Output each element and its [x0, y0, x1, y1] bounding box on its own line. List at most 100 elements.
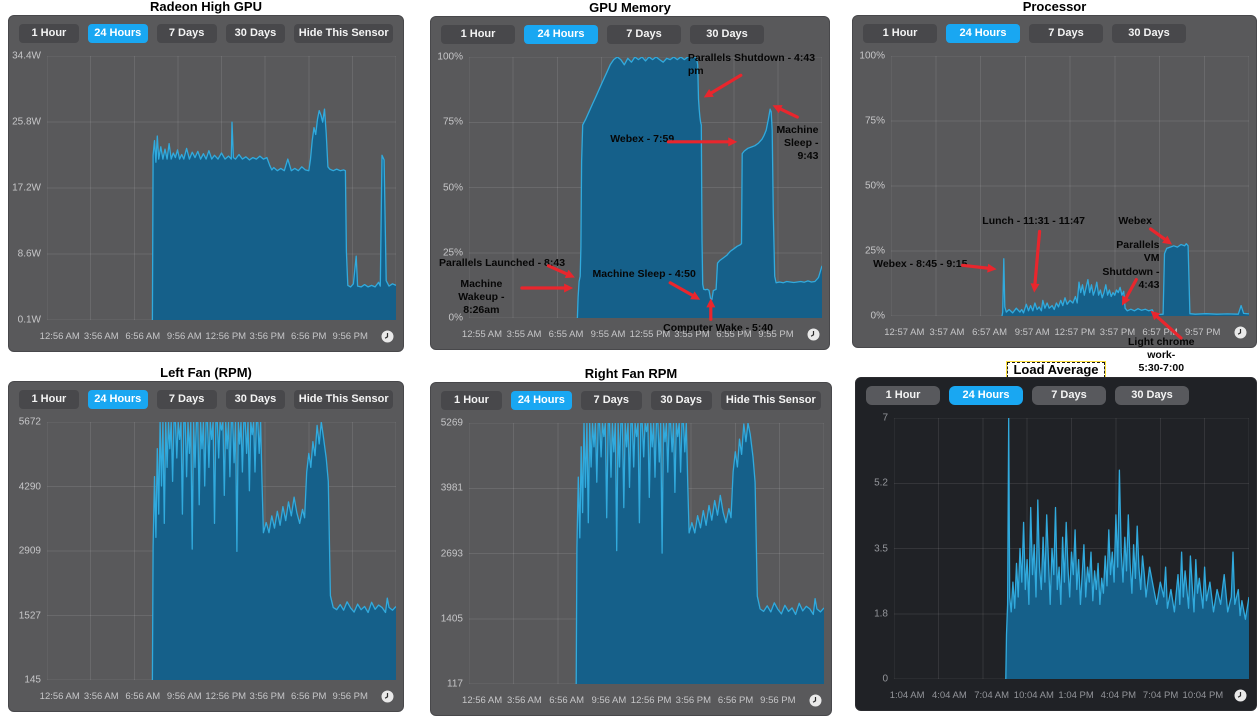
time-range-button-1-hour[interactable]: 1 Hour [441, 391, 502, 410]
time-range-button-7-days[interactable]: 7 Days [156, 24, 217, 43]
y-axis-labels: 7 5.2 3.5 1.8 0 [856, 413, 890, 685]
y-axis-tick: 7 [882, 412, 888, 424]
y-axis-tick: 100% [859, 50, 885, 62]
x-axis-tick: 4:04 AM [931, 690, 967, 701]
y-axis-tick: 0% [448, 312, 463, 324]
y-axis-tick: 1527 [18, 610, 41, 621]
y-axis-tick: 25% [864, 245, 885, 257]
time-range-button-30-days[interactable]: 30 Days [225, 24, 286, 43]
time-range-button-24-hours[interactable]: 24 Hours [946, 24, 1020, 43]
hide-this-sensor-button[interactable]: Hide This Sensor [294, 24, 394, 43]
y-axis-tick: 2909 [18, 545, 41, 557]
y-axis-labels: 5672 4290 2909 1527 145 [9, 417, 43, 686]
y-axis-tick: 0 [882, 673, 888, 685]
time-range-button-24-hours[interactable]: 24 Hours [510, 391, 572, 410]
chart-plot [469, 423, 824, 684]
chart-card-processor: Processor 1 Hour 24 Hours 7 Days 30 Days 10… [852, 0, 1257, 374]
x-axis-tick: 1:04 AM [889, 690, 925, 701]
chart-title: Processor [1022, 0, 1087, 14]
x-axis-tick: 3:57 AM [929, 327, 965, 338]
y-axis-tick: 5.2 [874, 477, 888, 489]
x-axis-tick: 9:55 AM [590, 329, 626, 340]
x-axis-tick: 12:57 PM [1054, 327, 1096, 338]
y-axis-tick: 4290 [18, 481, 41, 492]
clock-icon[interactable] [1234, 689, 1247, 702]
y-axis-tick: 50% [864, 180, 885, 192]
time-range-buttons: 1 Hour 24 Hours 7 Days 30 Days [863, 24, 1246, 43]
time-range-button-30-days[interactable]: 30 Days [1115, 386, 1189, 405]
x-axis-tick: 12:56 PM [205, 691, 247, 702]
chart-plot [47, 56, 396, 320]
x-axis-tick: 12:56 AM [39, 331, 80, 342]
time-range-button-7-days[interactable]: 7 Days [607, 25, 681, 44]
time-range-button-1-hour[interactable]: 1 Hour [19, 24, 79, 43]
x-axis-labels: 12:56 AM 3:56 AM 6:56 AM 9:56 AM 12:56 PM 3:5… [461, 693, 799, 708]
time-range-buttons: 1 Hour 24 Hours 7 Days 30 Days [441, 25, 819, 44]
x-axis-tick: 3:55 AM [506, 329, 542, 340]
clock-icon[interactable] [807, 328, 820, 341]
time-range-button-7-days[interactable]: 7 Days [156, 390, 217, 409]
chart-card-gpu-memory: GPU Memory 1 Hour 24 Hours 7 Days 30 Days 1… [430, 1, 830, 350]
time-range-button-30-days[interactable]: 30 Days [1112, 24, 1186, 43]
chart-plot [894, 418, 1249, 679]
x-axis-tick: 3:56 PM [249, 331, 285, 342]
chart-panel: 1 Hour 24 Hours 7 Days 30 Days 100% 75% 50% 25… [852, 15, 1257, 374]
x-axis-labels: 12:55 AM 3:55 AM 6:55 AM 9:55 AM 12:55 PM 3:5… [461, 327, 797, 342]
x-axis-tick: 9:56 PM [332, 331, 368, 342]
time-range-button-7-days[interactable]: 7 Days [580, 391, 642, 410]
x-axis-labels: 12:57 AM 3:57 AM 6:57 AM 9:57 AM 12:57 PM 3:5… [883, 325, 1224, 340]
chart-card-left-fan: Left Fan (RPM) 1 Hour 24 Hours 7 Days 30 Da… [8, 366, 404, 712]
time-range-button-30-days[interactable]: 30 Days [650, 391, 712, 410]
x-axis-tick: 6:56 PM [717, 695, 754, 706]
x-axis-tick: 12:56 PM [205, 331, 247, 342]
time-range-button-7-days[interactable]: 7 Days [1029, 24, 1103, 43]
clock-icon[interactable] [381, 330, 394, 343]
x-axis-tick: 3:56 PM [675, 695, 712, 706]
x-axis-tick: 9:57 AM [1014, 327, 1050, 338]
x-axis-tick: 3:56 AM [83, 691, 119, 702]
time-range-button-1-hour[interactable]: 1 Hour [441, 25, 515, 44]
x-axis-tick: 9:56 PM [760, 695, 796, 706]
y-axis-tick: 17.2W [12, 182, 41, 194]
time-range-button-1-hour[interactable]: 1 Hour [866, 386, 940, 405]
x-axis-tick: 3:56 PM [249, 691, 285, 702]
time-range-button-7-days[interactable]: 7 Days [1032, 386, 1106, 405]
x-axis-tick: 4:04 PM [1100, 690, 1137, 701]
clock-icon[interactable] [381, 690, 394, 703]
time-range-button-24-hours[interactable]: 24 Hours [524, 25, 598, 44]
clock-icon[interactable] [1234, 326, 1247, 339]
time-range-buttons: 1 Hour 24 Hours 7 Days 30 Days Hide This Sen… [441, 391, 822, 410]
x-axis-tick: 12:55 PM [629, 329, 671, 340]
y-axis-tick: 145 [24, 674, 41, 686]
chart-plot [891, 56, 1249, 316]
time-range-button-30-days[interactable]: 30 Days [690, 25, 764, 44]
hide-this-sensor-button[interactable]: Hide This Sensor [720, 391, 822, 410]
y-axis-tick: 1.8 [874, 608, 888, 620]
selected-title-marquee: Load Average [1007, 362, 1105, 378]
x-axis-tick: 9:56 PM [332, 691, 368, 702]
x-axis-tick: 6:56 PM [291, 691, 327, 702]
y-axis-tick: 75% [442, 116, 463, 128]
time-range-button-30-days[interactable]: 30 Days [225, 390, 286, 409]
y-axis-tick: 25.8W [12, 116, 41, 128]
x-axis-labels: 12:56 AM 3:56 AM 6:56 AM 9:56 AM 12:56 PM 3:5… [39, 689, 371, 704]
x-axis-tick: 3:57 PM [1099, 327, 1136, 338]
x-axis-tick: 12:57 AM [884, 327, 925, 338]
y-axis-tick: 5672 [18, 416, 41, 428]
hide-this-sensor-button[interactable]: Hide This Sensor [294, 390, 394, 409]
x-axis-tick: 6:55 PM [716, 329, 752, 340]
time-range-button-24-hours[interactable]: 24 Hours [87, 24, 148, 43]
time-range-button-24-hours[interactable]: 24 Hours [87, 390, 148, 409]
clock-icon[interactable] [809, 694, 822, 707]
x-axis-tick: 9:57 PM [1184, 327, 1221, 338]
x-axis-tick: 7:04 PM [1142, 690, 1179, 701]
y-axis-tick: 100% [437, 51, 463, 63]
x-axis-tick: 6:55 AM [548, 329, 584, 340]
time-range-button-24-hours[interactable]: 24 Hours [949, 386, 1023, 405]
time-range-buttons: 1 Hour 24 Hours 7 Days 30 Days [866, 386, 1246, 405]
x-axis-tick: 6:56 PM [291, 331, 327, 342]
x-axis-tick: 9:56 AM [591, 695, 627, 706]
time-range-button-1-hour[interactable]: 1 Hour [19, 390, 79, 409]
time-range-button-1-hour[interactable]: 1 Hour [863, 24, 937, 43]
